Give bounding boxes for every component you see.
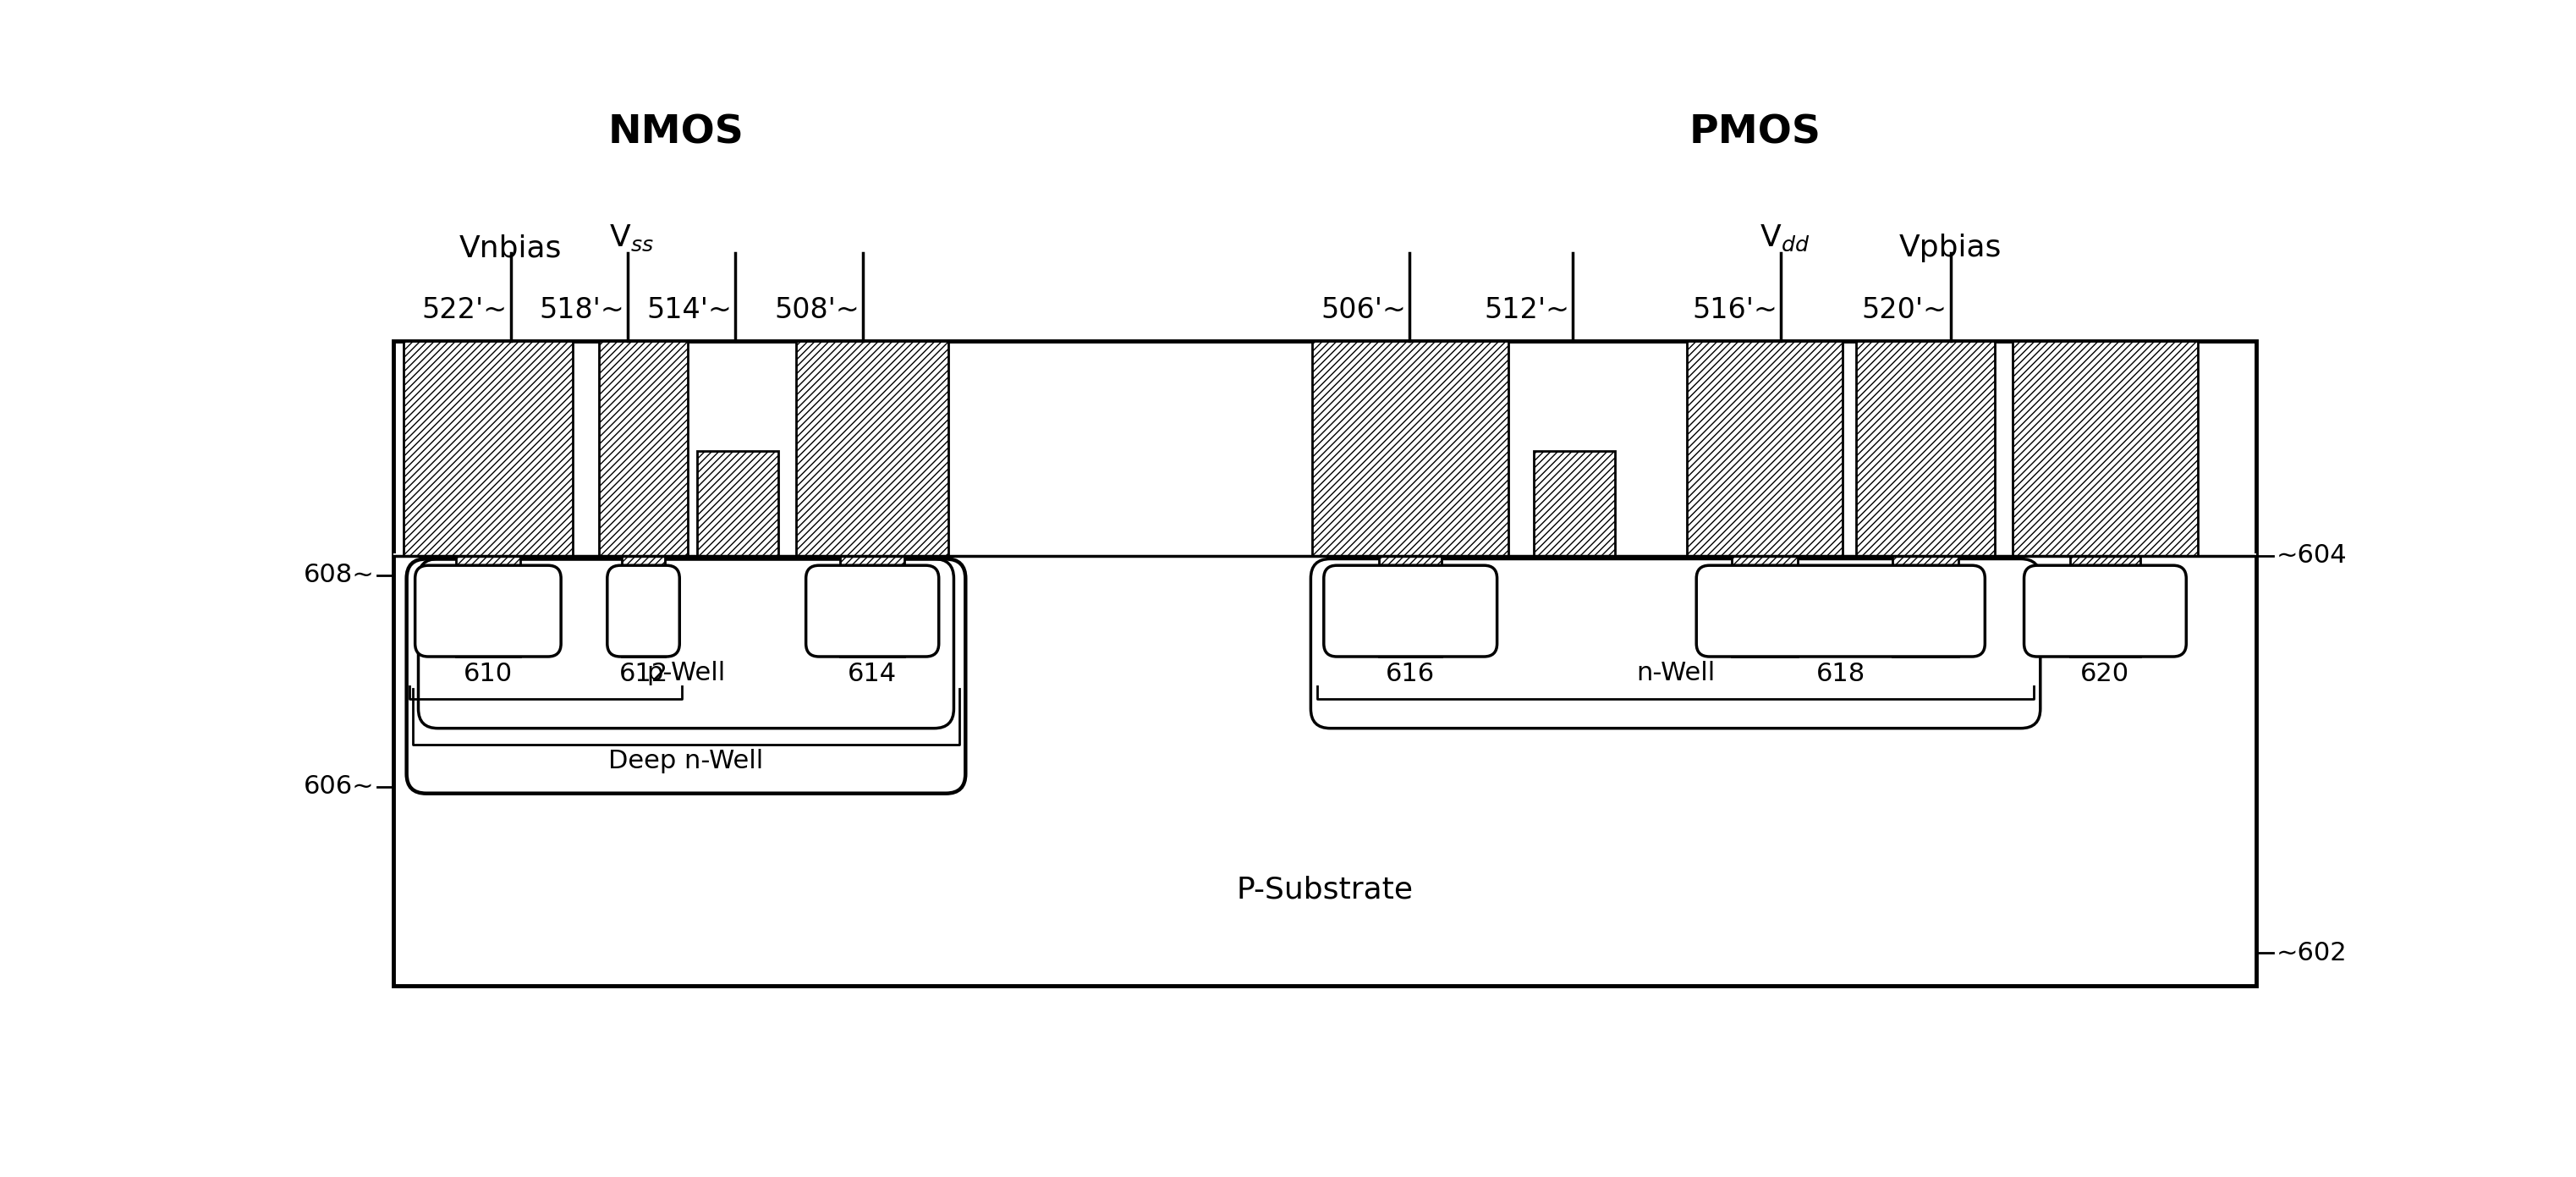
Text: 518'~: 518'~ [538, 297, 626, 325]
Text: ~602: ~602 [2277, 940, 2347, 965]
Text: n+: n+ [853, 584, 891, 609]
FancyBboxPatch shape [608, 565, 680, 657]
Bar [2012, 340, 2197, 556]
Text: n+: n+ [2087, 584, 2125, 609]
Bar [1855, 340, 1994, 556]
Text: V$_{ss}$: V$_{ss}$ [608, 222, 654, 253]
Bar [598, 340, 688, 556]
Text: 516'~: 516'~ [1692, 297, 1777, 325]
Text: PMOS: PMOS [1690, 114, 1821, 152]
FancyBboxPatch shape [1324, 565, 1497, 657]
Bar [1378, 556, 1443, 657]
Text: p+: p+ [1391, 584, 1430, 609]
Bar [1311, 340, 1510, 556]
Bar [840, 556, 904, 657]
Bar [621, 556, 665, 657]
Text: p+: p+ [469, 584, 507, 609]
FancyBboxPatch shape [415, 565, 562, 657]
Bar [2071, 556, 2141, 657]
Text: 614: 614 [848, 661, 896, 686]
Text: 514'~: 514'~ [647, 297, 732, 325]
Bar [796, 340, 948, 556]
Text: NMOS: NMOS [608, 114, 744, 152]
Text: 620: 620 [2081, 661, 2130, 686]
Text: Vnbias: Vnbias [459, 234, 562, 262]
Bar [394, 340, 2257, 985]
Bar [1687, 340, 1842, 556]
Bar [394, 553, 2257, 558]
Bar [1533, 451, 1615, 556]
Text: Deep n-Well: Deep n-Well [608, 749, 762, 773]
Text: V$_{dd}$: V$_{dd}$ [1759, 222, 1808, 253]
Bar [1891, 556, 1958, 657]
Text: 520'~: 520'~ [1862, 297, 1947, 325]
Text: P-Substrate: P-Substrate [1236, 876, 1414, 904]
Text: 508'~: 508'~ [775, 297, 860, 325]
Text: p+: p+ [1821, 584, 1860, 609]
Text: n+: n+ [623, 584, 662, 609]
FancyBboxPatch shape [2025, 565, 2187, 657]
Text: 512'~: 512'~ [1484, 297, 1569, 325]
FancyBboxPatch shape [1698, 565, 1986, 657]
Text: ~604: ~604 [2277, 544, 2347, 567]
Bar [1731, 556, 1798, 657]
Bar [698, 451, 778, 556]
Text: 618: 618 [1816, 661, 1865, 686]
Text: 522'~: 522'~ [422, 297, 507, 325]
Bar [456, 556, 520, 657]
Text: 506'~: 506'~ [1321, 297, 1406, 325]
Text: 612: 612 [618, 661, 667, 686]
Text: Vpbias: Vpbias [1899, 234, 2002, 262]
Text: 608~: 608~ [304, 563, 374, 587]
Text: 606~: 606~ [304, 774, 374, 799]
Text: 616: 616 [1386, 661, 1435, 686]
Text: 610: 610 [464, 661, 513, 686]
Text: n-Well: n-Well [1636, 660, 1716, 685]
Bar [404, 340, 572, 556]
Text: p-Well: p-Well [647, 660, 726, 685]
FancyBboxPatch shape [806, 565, 938, 657]
